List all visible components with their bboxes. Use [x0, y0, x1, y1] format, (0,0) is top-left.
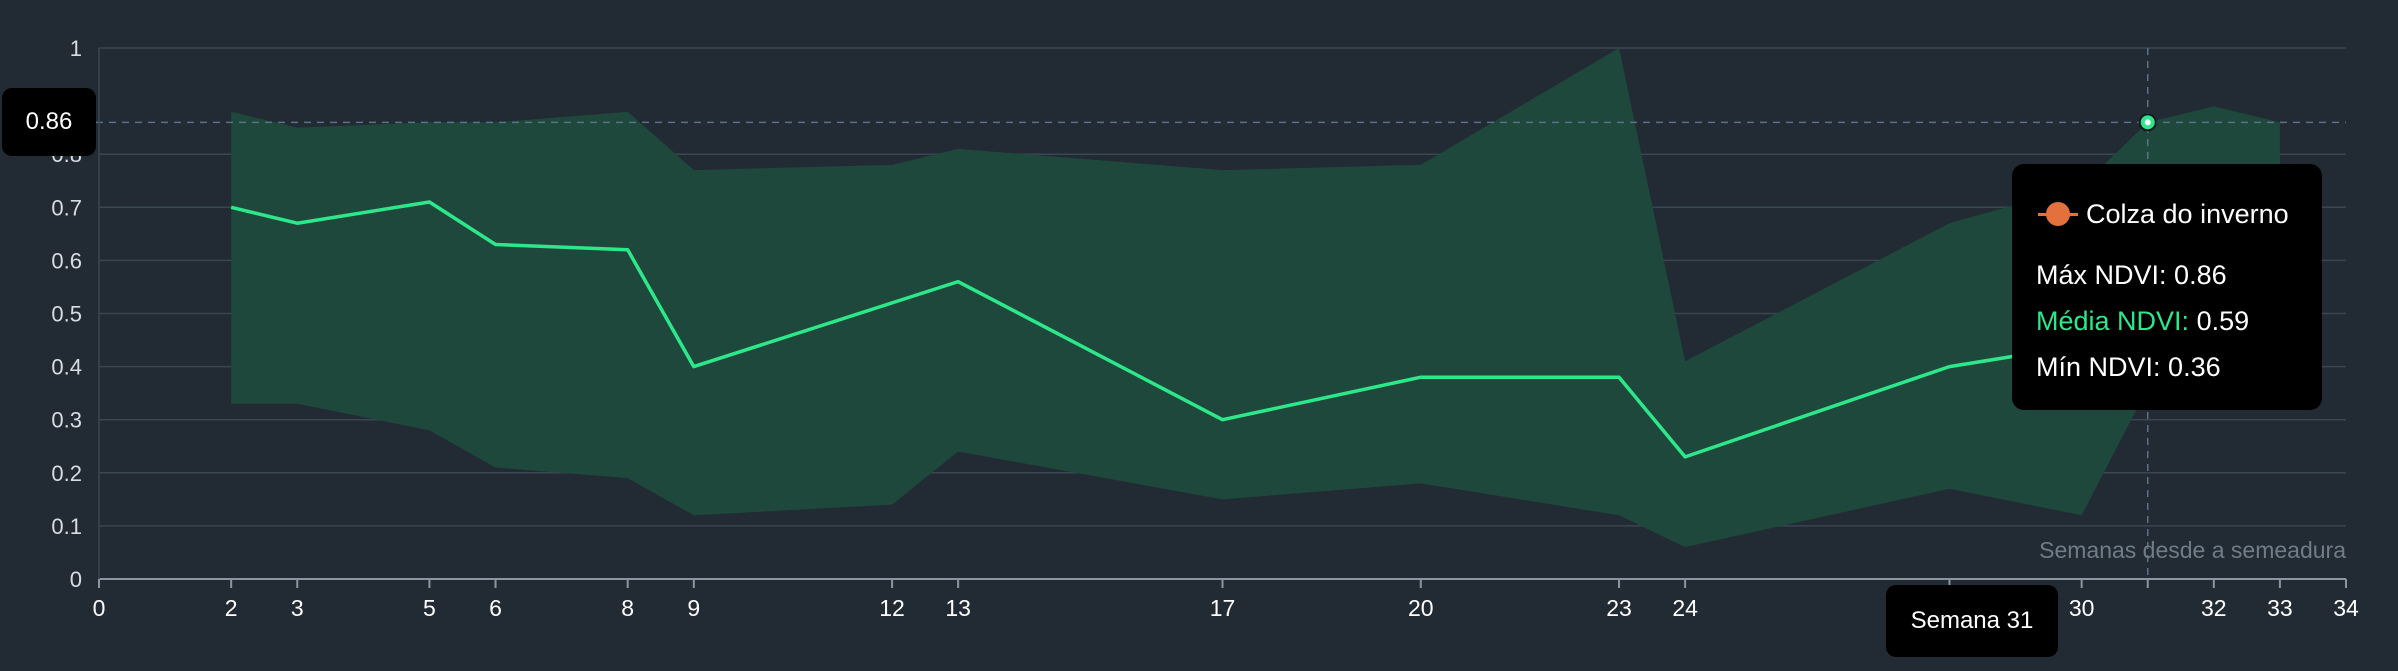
x-tick-label: 0	[93, 595, 106, 621]
x-tick-label: 33	[2267, 595, 2293, 621]
x-tick-label: 5	[423, 595, 436, 621]
y-tick-label: 1	[70, 36, 82, 61]
x-tick-label: 6	[489, 595, 502, 621]
tooltip-max-value: 0.86	[2174, 260, 2227, 290]
y-tick-label: 0.3	[51, 408, 82, 433]
max-marker-center	[2144, 119, 2151, 126]
tooltip-max-label: Máx NDVI:	[2036, 260, 2167, 290]
tooltip-max-row: Máx NDVI: 0.86	[2036, 252, 2322, 298]
y-crosshair-value: 0.86	[25, 108, 73, 135]
tooltip-mean-value: 0.59	[2196, 306, 2250, 336]
y-tick-label: 0.5	[51, 302, 82, 327]
x-tick-label: 23	[1606, 595, 1632, 621]
x-tick-label: 12	[879, 595, 905, 621]
x-tick-label: 2	[225, 595, 238, 621]
y-crosshair-badge: 0.86	[2, 88, 96, 156]
x-tick-label: 9	[687, 595, 700, 621]
chart-tooltip: Colza do inverno Máx NDVI: 0.86 Média ND…	[2012, 164, 2322, 410]
tooltip-title: Colza do inverno	[2086, 198, 2289, 229]
x-tick-label: 30	[2069, 595, 2095, 621]
tooltip-mean-label: Média NDVI:	[2036, 306, 2190, 336]
y-tick-label: 0.4	[51, 355, 82, 380]
y-tick-label: 0.1	[51, 514, 82, 539]
tooltip-min-row: Mín NDVI: 0.36	[2036, 344, 2322, 390]
x-tick-label: 34	[2333, 595, 2359, 621]
x-crosshair-badge: Semana 31	[1886, 585, 2058, 657]
y-tick-label: 0.6	[51, 248, 82, 273]
series-marker-icon	[2036, 202, 2080, 226]
y-tick-label: 0.2	[51, 461, 82, 486]
x-tick-label: 17	[1210, 595, 1236, 621]
x-axis-caption: Semanas desde a semeadura	[2039, 537, 2346, 563]
y-tick-label: 0	[70, 567, 82, 592]
x-tick-label: 13	[945, 595, 971, 621]
x-tick-label: 8	[621, 595, 634, 621]
tooltip-min-value: 0.36	[2168, 352, 2221, 382]
x-tick-label: 20	[1408, 595, 1434, 621]
x-tick-label: 32	[2201, 595, 2227, 621]
x-crosshair-value: Semana 31	[1910, 607, 2034, 634]
ndvi-range-band	[231, 48, 2280, 548]
x-tick-label: 3	[291, 595, 304, 621]
tooltip-mean-row: Média NDVI: 0.59	[2036, 298, 2322, 344]
tooltip-header: Colza do inverno	[2036, 194, 2322, 234]
y-tick-label: 0.7	[51, 195, 82, 220]
tooltip-min-label: Mín NDVI:	[2036, 352, 2161, 382]
x-tick-label: 24	[1672, 595, 1698, 621]
